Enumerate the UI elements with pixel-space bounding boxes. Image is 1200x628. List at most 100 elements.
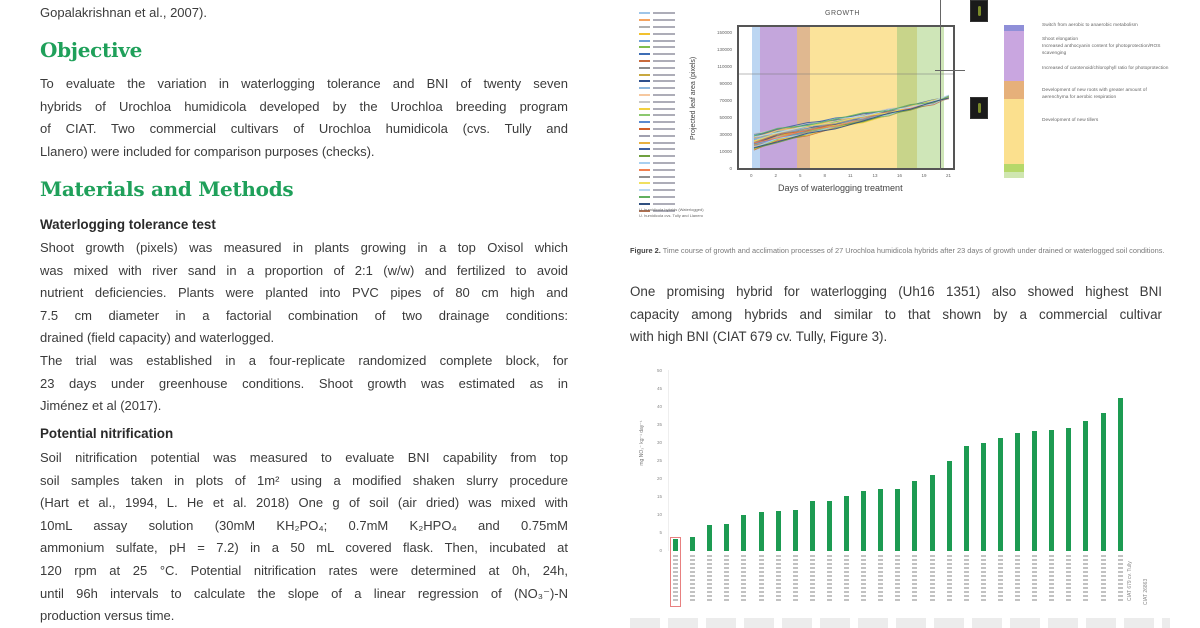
bar xyxy=(946,461,952,551)
legend-swatch xyxy=(639,100,650,103)
objective-heading: Objective xyxy=(40,38,143,62)
legend-swatch xyxy=(639,46,650,49)
y-tick: 30000 xyxy=(719,132,732,137)
legend-label xyxy=(653,39,675,42)
y-tick: 0 xyxy=(729,166,732,171)
y-tick: 130000 xyxy=(716,47,732,52)
y-tick: 90000 xyxy=(719,81,732,86)
legend-item xyxy=(639,153,691,160)
legend-swatch xyxy=(639,195,650,198)
y-tick: 50000 xyxy=(719,115,732,120)
stage-segment xyxy=(1004,31,1024,81)
bar-category-label xyxy=(963,555,969,603)
annotation-bracket xyxy=(940,0,941,170)
legend-swatch xyxy=(639,202,650,205)
bar-category-label xyxy=(741,555,747,603)
x-tick: 11 xyxy=(848,173,853,178)
bar-category-label xyxy=(1083,555,1089,603)
bar-category-label xyxy=(946,555,952,603)
bar-category-label xyxy=(1032,555,1038,603)
objective-line: Llanero) were included for comparison pu… xyxy=(40,143,375,159)
x-tick: 13 xyxy=(872,173,878,178)
legend-swatch xyxy=(639,87,650,90)
legend-item xyxy=(639,37,691,44)
legend-label xyxy=(653,80,675,83)
legend-item xyxy=(639,78,691,85)
caption-label: Figure 2. xyxy=(630,246,661,255)
legend-label xyxy=(653,182,675,185)
bar-category-label xyxy=(929,555,935,603)
legend-swatch xyxy=(639,175,650,178)
text-line: soil samples taken in plots of 1m² using… xyxy=(40,472,568,488)
legend-label xyxy=(653,155,675,158)
growth-plot-area xyxy=(737,25,955,170)
growth-chart-title: GROWTH xyxy=(825,10,860,17)
stage-note: Development of new tillers xyxy=(1042,118,1099,123)
bar-category-label xyxy=(1117,555,1123,603)
stage-segment xyxy=(1004,172,1024,178)
legend-swatch xyxy=(639,32,650,35)
phase-band xyxy=(916,27,945,168)
legend-swatch xyxy=(639,66,650,69)
check-label-tully: CIAT 679 cv. Tully xyxy=(1127,561,1133,601)
bar xyxy=(1049,430,1055,551)
bar-category-label xyxy=(724,555,730,603)
bar-category-label xyxy=(861,555,867,603)
legend-swatch xyxy=(639,19,650,22)
text-line: Soil nitrification potential was measure… xyxy=(40,450,568,465)
legend-swatch xyxy=(639,73,650,76)
plant-thumbnail-waterlogged xyxy=(970,97,988,119)
y-tick: 45 xyxy=(656,386,662,391)
stage-note: Increased of carotenoid/chlorophyll rati… xyxy=(1042,66,1169,71)
text-line: 10mL assay solution (30mM KH₂PO₄; 0.7mM … xyxy=(40,517,568,533)
legend-item xyxy=(639,71,691,78)
text-line: 120 rpm at 25 °C. Potential nitrificatio… xyxy=(40,562,568,578)
bar-category-label xyxy=(792,555,798,603)
legend-item xyxy=(639,180,691,187)
growth-series-line xyxy=(753,97,949,149)
bar-category-label xyxy=(912,555,918,603)
stage-note: Switch from aerobic to anaerobic metabol… xyxy=(1042,23,1138,28)
legend-label xyxy=(653,87,675,90)
bar-category-label xyxy=(809,555,815,603)
legend-item xyxy=(639,139,691,146)
legend-label xyxy=(653,93,675,96)
x-tick: 19 xyxy=(921,173,927,178)
bar-category-label xyxy=(878,555,884,603)
y-tick: 110000 xyxy=(717,64,732,69)
stage-note: Development of new roots with greater am… xyxy=(1042,88,1147,100)
growth-footnote: U. humidicola hybrids (Waterlogged) xyxy=(639,207,704,212)
check-label-26863: CIAT 26863 xyxy=(1143,578,1149,605)
stage-notes: Switch from aerobic to anaerobic metabol… xyxy=(1040,22,1170,124)
bar-category-label xyxy=(775,555,781,603)
bni-bar-chart: mg NO₃⁻ kg⁻¹ day⁻¹ 0 5 10 15 20 25 30 35 40 45 50 … xyxy=(630,365,1170,620)
nitrification-subheading: Potential nitrification xyxy=(40,426,174,441)
legend-label xyxy=(653,189,675,192)
legend-item xyxy=(639,44,691,51)
bar-category-label xyxy=(997,555,1003,603)
x-tick: 21 xyxy=(946,173,952,178)
legend-label xyxy=(653,100,675,103)
legend-swatch xyxy=(639,25,650,28)
legend-swatch xyxy=(639,134,650,137)
y-tick: 10000 xyxy=(719,149,732,154)
bar-category-label xyxy=(1100,555,1106,603)
bar xyxy=(912,481,918,551)
bar xyxy=(895,489,901,551)
bar xyxy=(861,491,867,551)
bar-category-label xyxy=(1015,555,1020,603)
legend-swatch xyxy=(639,121,650,124)
legend-item xyxy=(639,17,691,24)
y-tick: 15 xyxy=(656,494,662,499)
y-tick: 50 xyxy=(656,368,662,373)
bar xyxy=(792,509,798,551)
y-tick: 40 xyxy=(656,404,662,409)
text-line: One promising hybrid for waterlogging (U… xyxy=(630,284,1162,299)
bar-category-label xyxy=(826,555,832,603)
bar xyxy=(809,501,815,551)
x-tick: 0 xyxy=(750,173,753,178)
legend-item xyxy=(639,112,691,119)
growth-figure: GROWTH Projected leaf area (pixels) 1500… xyxy=(630,0,1168,225)
y-tick: 150000 xyxy=(716,30,732,35)
legend-label xyxy=(653,141,675,144)
